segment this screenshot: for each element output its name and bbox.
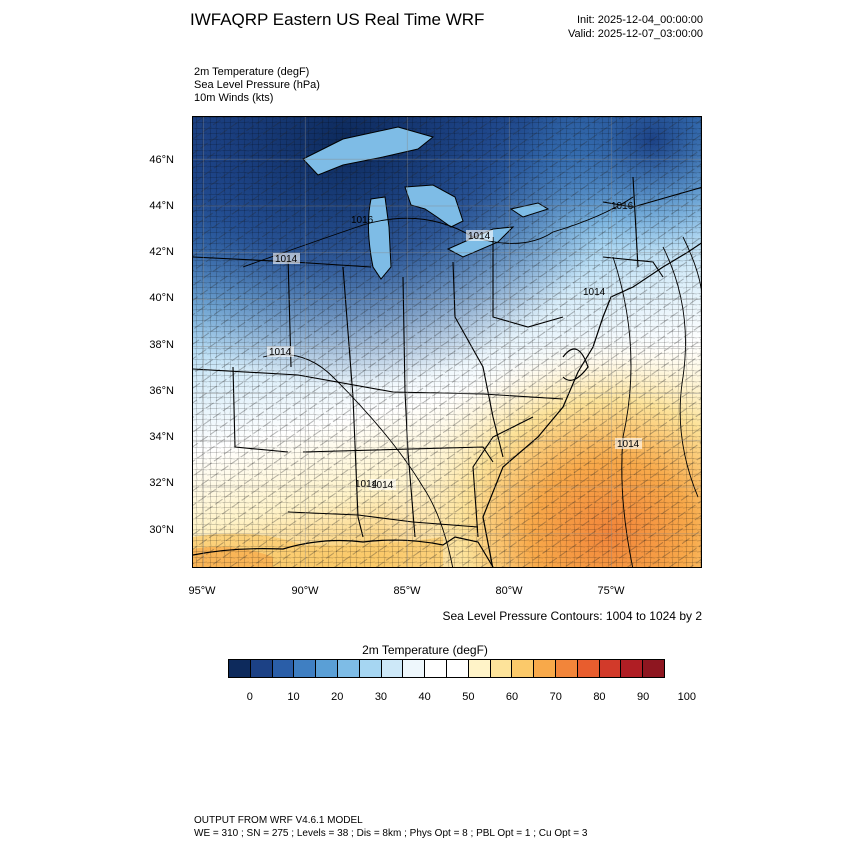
longitude-label: 90°W: [291, 585, 319, 597]
colorbar-label: 90: [637, 691, 650, 703]
colorbar-bin: [577, 660, 600, 677]
colorbar-bin: [381, 660, 404, 677]
colorbar: [228, 659, 665, 678]
colorbar-bin: [490, 660, 513, 677]
valid-time: Valid: 2025-12-07_03:00:00: [568, 28, 703, 40]
contour-note: Sea Level Pressure Contours: 1004 to 102…: [442, 609, 703, 623]
latitude-label: 46°N: [149, 154, 174, 166]
latitude-label: 42°N: [149, 246, 174, 258]
map-panel: 1014 1014 1014 1014 1014 1016 1016 1014 …: [192, 116, 702, 568]
colorbar-bin: [555, 660, 578, 677]
colorbar-label: 60: [505, 691, 519, 703]
colorbar-label: 40: [418, 691, 431, 703]
colorbar-bin: [534, 660, 556, 677]
latitude-label: 34°N: [149, 431, 174, 443]
field-label-pressure: Sea Level Pressure (hPa): [194, 79, 320, 91]
isobar-labels: 1014 1014 1014 1014 1014 1016 1016 1014 …: [267, 201, 642, 491]
longitude-label: 85°W: [393, 585, 421, 597]
great-lakes: [302, 126, 550, 280]
model-config: WE = 310 ; SN = 275 ; Levels = 38 ; Dis …: [194, 828, 588, 839]
colorbar-bin: [316, 660, 338, 677]
isobar-label: 1014: [275, 254, 298, 265]
isobar-label: 1014: [371, 480, 394, 491]
isobar-label: 1014: [617, 439, 640, 450]
colorbar-bin: [294, 660, 317, 677]
isobar-label: 1014: [468, 231, 491, 242]
colorbar-label: 10: [287, 691, 300, 703]
latitude-label: 40°N: [149, 292, 174, 304]
colorbar-label: 0: [246, 691, 253, 703]
colorbar-label: 30: [374, 691, 388, 703]
colorbar-bin: [425, 660, 447, 677]
colorbar-label: 20: [331, 691, 344, 703]
coastline: [193, 242, 701, 567]
state-borders: [193, 176, 701, 538]
colorbar-label: 80: [593, 691, 606, 703]
colorbar-label: 50: [462, 691, 475, 703]
isobar-label: 1016: [611, 201, 634, 212]
latitude-label: 38°N: [149, 339, 174, 351]
colorbar-bin: [229, 660, 251, 677]
latitude-label: 44°N: [149, 200, 174, 212]
colorbar-bin: [599, 660, 622, 677]
colorbar-bin: [468, 660, 491, 677]
isobar-label: 1014: [355, 479, 378, 490]
longitude-label: 80°W: [495, 585, 523, 597]
graticule: [193, 117, 701, 567]
model-info: OUTPUT FROM WRF V4.6.1 MODEL: [194, 815, 363, 826]
colorbar-bin: [621, 660, 644, 677]
colorbar-bin: [512, 660, 535, 677]
colorbar-label: 100: [677, 691, 697, 703]
chart-title: IWFAQRP Eastern US Real Time WRF: [190, 10, 485, 29]
colorbar-title: 2m Temperature (degF): [362, 643, 488, 657]
colorbar-bin: [446, 660, 469, 677]
colorbar-bin: [643, 660, 664, 677]
colorbar-bin: [250, 660, 273, 677]
field-label-temperature: 2m Temperature (degF): [194, 66, 310, 78]
colorbar-bin: [359, 660, 382, 677]
colorbar-label: 70: [549, 691, 562, 703]
init-time: Init: 2025-12-04_00:00:00: [577, 14, 703, 26]
colorbar-bin: [403, 660, 426, 677]
colorbar-bin: [337, 660, 360, 677]
weather-map: 1014 1014 1014 1014 1014 1016 1016 1014 …: [193, 117, 701, 567]
field-label-winds: 10m Winds (kts): [194, 92, 274, 104]
colorbar-bin: [272, 660, 295, 677]
latitude-label: 32°N: [149, 477, 174, 489]
latitude-label: 30°N: [149, 524, 174, 536]
isobar-label: 1014: [269, 347, 292, 358]
longitude-label: 75°W: [597, 585, 625, 597]
isobar-label: 1016: [351, 215, 374, 226]
latitude-label: 36°N: [149, 385, 174, 397]
isobar-label: 1014: [583, 287, 606, 298]
longitude-label: 95°W: [188, 585, 216, 597]
